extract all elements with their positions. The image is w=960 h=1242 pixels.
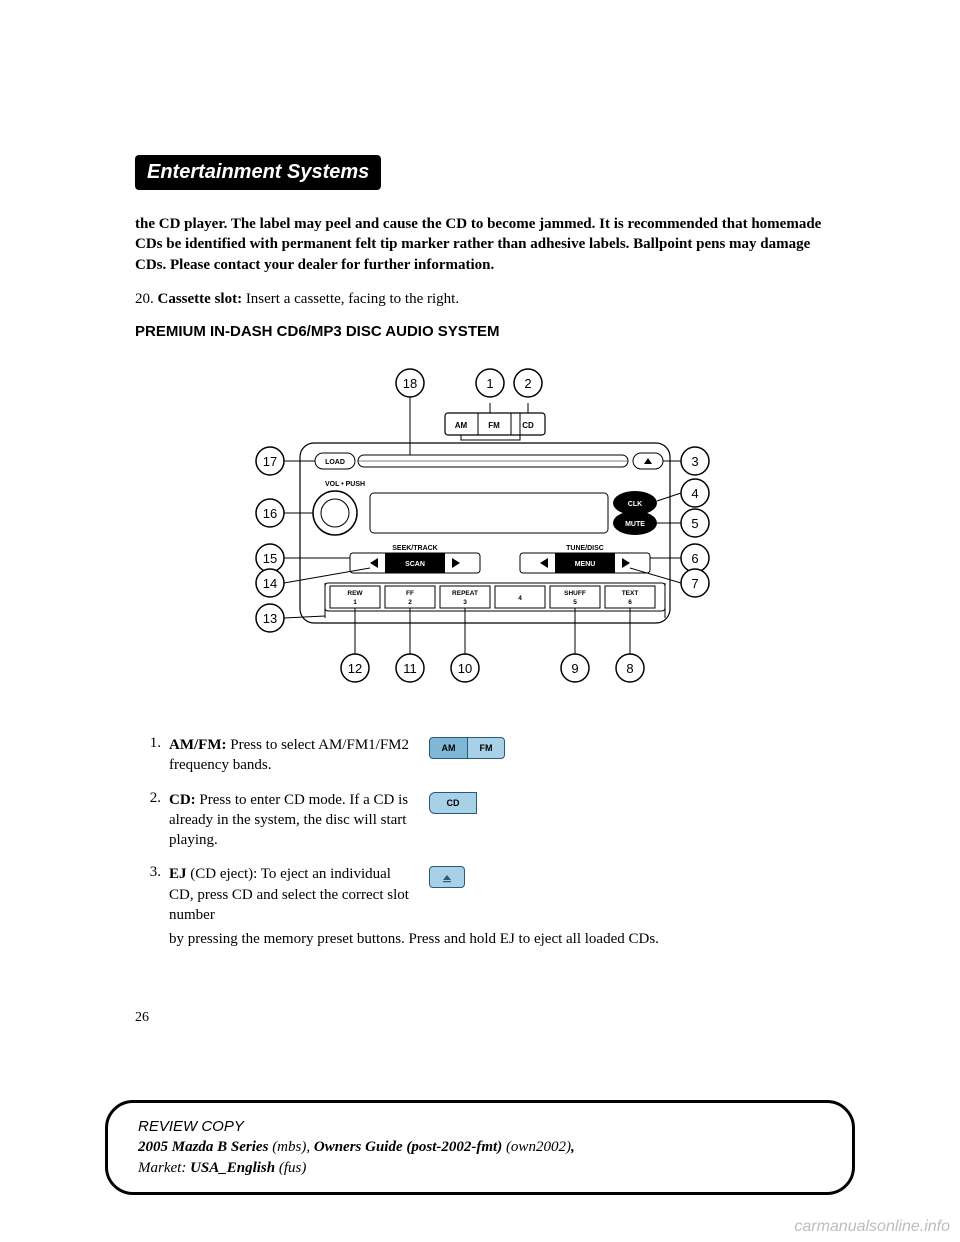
section-heading: PREMIUM IN-DASH CD6/MP3 DISC AUDIO SYSTE… <box>135 323 825 340</box>
section-header: Entertainment Systems <box>135 155 381 190</box>
svg-text:REPEAT: REPEAT <box>452 590 478 597</box>
eject-icon <box>429 864 619 888</box>
svg-text:MUTE: MUTE <box>625 521 645 528</box>
svg-text:MENU: MENU <box>575 561 596 568</box>
svg-text:1: 1 <box>353 599 357 606</box>
svg-text:5: 5 <box>573 599 577 606</box>
intro-paragraph: the CD player. The label may peel and ca… <box>135 214 825 275</box>
svg-text:4: 4 <box>691 486 698 501</box>
svg-text:FF: FF <box>406 590 414 597</box>
svg-text:12: 12 <box>348 661 362 676</box>
list-label-2: CD: <box>169 792 196 808</box>
svg-text:10: 10 <box>458 661 472 676</box>
svg-text:FM: FM <box>488 421 500 430</box>
list-num-3: 3. <box>135 864 169 881</box>
svg-text:VOL • PUSH: VOL • PUSH <box>325 481 365 488</box>
list-item-1: 1. AM/FM: Press to select AM/FM1/FM2 fre… <box>135 735 825 776</box>
svg-text:6: 6 <box>628 599 632 606</box>
item-20-label: Cassette slot: <box>158 291 243 307</box>
list-item-3-cont: by pressing the memory preset buttons. P… <box>135 929 825 949</box>
svg-text:4: 4 <box>518 595 522 602</box>
footer-box: REVIEW COPY 2005 Mazda B Series (mbs), O… <box>105 1100 855 1195</box>
list-item-3: 3. EJ (CD eject): To eject an individual… <box>135 864 825 925</box>
footer-line2: 2005 Mazda B Series (mbs), Owners Guide … <box>138 1137 822 1157</box>
svg-text:13: 13 <box>263 611 277 626</box>
list-num-2: 2. <box>135 790 169 807</box>
svg-text:5: 5 <box>691 516 698 531</box>
item-20: 20. Cassette slot: Insert a cassette, fa… <box>135 289 825 309</box>
cd-button-icon: CD <box>429 792 477 814</box>
svg-text:CLK: CLK <box>628 501 642 508</box>
svg-text:SEEK/TRACK: SEEK/TRACK <box>392 545 438 552</box>
item-20-num: 20. <box>135 291 154 307</box>
svg-text:TUNE/DISC: TUNE/DISC <box>566 545 604 552</box>
cd-icon: CD <box>429 790 619 814</box>
svg-text:REW: REW <box>347 590 363 597</box>
list-text-3b: by pressing the memory preset buttons. P… <box>169 929 825 949</box>
svg-text:6: 6 <box>691 551 698 566</box>
page-number: 26 <box>135 1010 149 1026</box>
footer-line1: REVIEW COPY <box>138 1117 822 1137</box>
radio-diagram-svg: AM FM CD LOAD VOL • PUSH CLK MUTE <box>230 358 730 708</box>
list-text-2: Press to enter CD mode. If a CD is alrea… <box>169 792 408 849</box>
eject-button-icon <box>429 866 465 888</box>
svg-text:8: 8 <box>626 661 633 676</box>
list-text-3a: (CD eject): To eject an individual CD, p… <box>169 866 409 923</box>
svg-text:SCAN: SCAN <box>405 561 425 568</box>
svg-text:2: 2 <box>524 376 531 391</box>
svg-text:14: 14 <box>263 576 277 591</box>
svg-text:16: 16 <box>263 506 277 521</box>
svg-text:TEXT: TEXT <box>622 590 639 597</box>
watermark: carmanualsonline.info <box>794 1218 950 1236</box>
svg-text:2: 2 <box>408 599 412 606</box>
list-label-1: AM/FM: <box>169 737 226 753</box>
svg-text:SHUFF: SHUFF <box>564 590 586 597</box>
svg-text:1: 1 <box>486 376 493 391</box>
svg-text:7: 7 <box>691 576 698 591</box>
svg-text:15: 15 <box>263 551 277 566</box>
svg-text:3: 3 <box>463 599 467 606</box>
svg-text:AM: AM <box>455 421 468 430</box>
amfm-icon: AMFM <box>429 735 619 759</box>
svg-text:LOAD: LOAD <box>325 459 345 466</box>
list-item-2: 2. CD: Press to enter CD mode. If a CD i… <box>135 790 825 851</box>
list-num-1: 1. <box>135 735 169 752</box>
svg-text:11: 11 <box>403 661 417 676</box>
svg-text:CD: CD <box>522 421 534 430</box>
list-label-3: EJ <box>169 866 187 882</box>
fm-button-icon: FM <box>467 737 505 759</box>
svg-text:9: 9 <box>571 661 578 676</box>
svg-text:18: 18 <box>403 376 417 391</box>
svg-text:17: 17 <box>263 454 277 469</box>
radio-diagram: AM FM CD LOAD VOL • PUSH CLK MUTE <box>135 358 825 713</box>
svg-text:3: 3 <box>691 454 698 469</box>
am-button-icon: AM <box>429 737 467 759</box>
item-20-text: Insert a cassette, facing to the right. <box>242 291 459 307</box>
footer-line3: Market: USA_English (fus) <box>138 1158 822 1178</box>
